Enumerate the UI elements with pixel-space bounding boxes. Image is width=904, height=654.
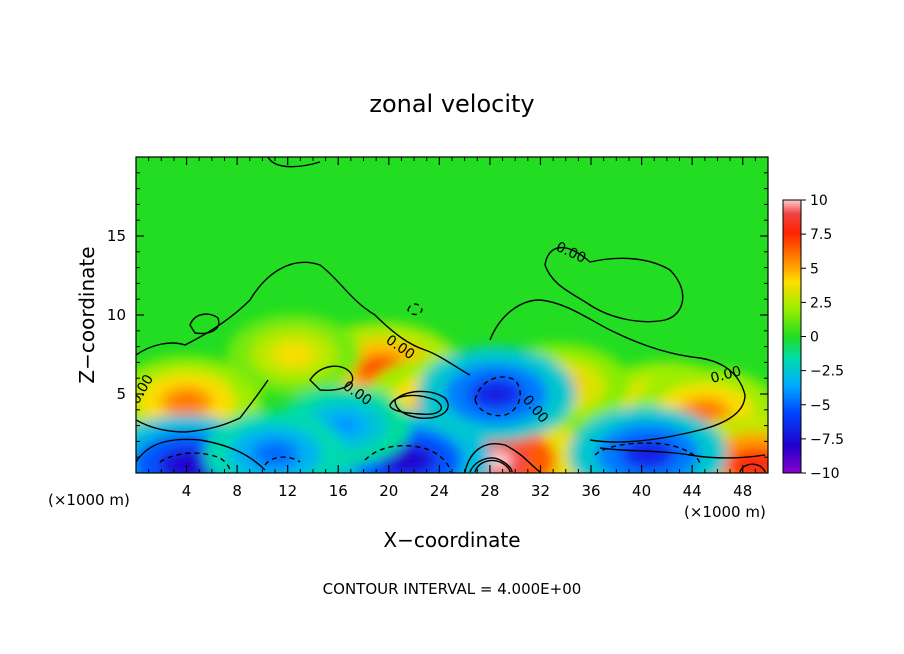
colorbar-label: 10 xyxy=(810,193,828,209)
x-tick-label: 16 xyxy=(329,482,348,500)
chart-title: zonal velocity xyxy=(369,90,534,118)
colorbar-label: 7.5 xyxy=(810,227,832,243)
contour-negative-line xyxy=(474,376,521,417)
y-axis-label: Z−coordinate xyxy=(75,246,99,383)
contour-positive-line xyxy=(474,459,511,473)
field-maximum xyxy=(691,405,718,421)
field-minimum xyxy=(393,451,423,470)
field-minimum xyxy=(171,456,202,473)
field-maximum xyxy=(282,347,306,362)
x-unit-left: (×1000 m) xyxy=(48,491,130,509)
x-tick-label: 40 xyxy=(632,482,651,500)
x-tick-label: 24 xyxy=(430,482,449,500)
y-axis: 5 10 15 xyxy=(107,172,768,458)
x-unit-right: (×1000 m) xyxy=(684,503,766,521)
contour-zero-line xyxy=(599,447,766,459)
contour-negative-line xyxy=(364,445,451,473)
y-tick-label: 15 xyxy=(107,227,126,245)
x-tick-label: 36 xyxy=(581,482,600,500)
y-tick-label: 10 xyxy=(107,306,126,324)
contour-interval-note: CONTOUR INTERVAL = 4.000E+00 xyxy=(323,580,582,598)
contour-negative-line xyxy=(407,303,423,316)
x-axis: 4 8 12 16 20 24 28 32 36 40 44 48 xyxy=(148,157,756,500)
contour-zero-line xyxy=(489,299,746,443)
x-tick-label: 44 xyxy=(683,482,702,500)
x-tick-label: 20 xyxy=(379,482,398,500)
field-minimum xyxy=(634,445,662,463)
x-tick-label: 28 xyxy=(480,482,499,500)
plot-area: 0.00 0.00 0.00 0.00 0.00 0.00 xyxy=(135,156,769,474)
colorbar-label: −2.5 xyxy=(810,364,844,380)
contour-zero-line xyxy=(136,261,471,376)
contour-negative-line xyxy=(264,456,301,466)
contour-zero-line xyxy=(136,379,269,433)
x-tick-label: 48 xyxy=(733,482,752,500)
colorbar-label: 5 xyxy=(810,261,819,277)
colorbar-label: 2.5 xyxy=(810,295,832,311)
colorbar-label: −7.5 xyxy=(810,432,844,448)
field-minimum xyxy=(262,446,288,462)
field-maximum xyxy=(173,394,200,410)
x-tick-label: 8 xyxy=(232,482,242,500)
field-minimum xyxy=(482,385,511,403)
y-tick-label: 5 xyxy=(116,385,126,403)
colorbar-scale xyxy=(782,199,802,474)
contour-zero-line xyxy=(464,443,541,473)
contour-positive-line xyxy=(739,463,766,473)
contour-zero-line xyxy=(544,246,684,323)
colorbar-label: 0 xyxy=(810,330,819,346)
contour-zero-line xyxy=(309,365,354,392)
colorbar: 10 7.5 5 2.5 0 −2.5 −5 −7.5 −10 xyxy=(782,193,844,482)
contour-zero-line xyxy=(136,438,266,471)
x-tick-label: 32 xyxy=(531,482,550,500)
colorbar-label: −5 xyxy=(810,398,831,414)
x-axis-label: X−coordinate xyxy=(383,528,520,552)
contour-zero-line xyxy=(469,457,513,473)
x-tick-label: 4 xyxy=(182,482,192,500)
field-minimum xyxy=(332,418,357,433)
x-tick-label: 12 xyxy=(278,482,297,500)
colorbar-label: −10 xyxy=(810,466,840,482)
contour-zero-line xyxy=(189,313,220,335)
contour-zero-line xyxy=(267,157,321,168)
contour-label: 0.00 xyxy=(709,363,743,387)
contour-positive-line xyxy=(389,394,442,416)
